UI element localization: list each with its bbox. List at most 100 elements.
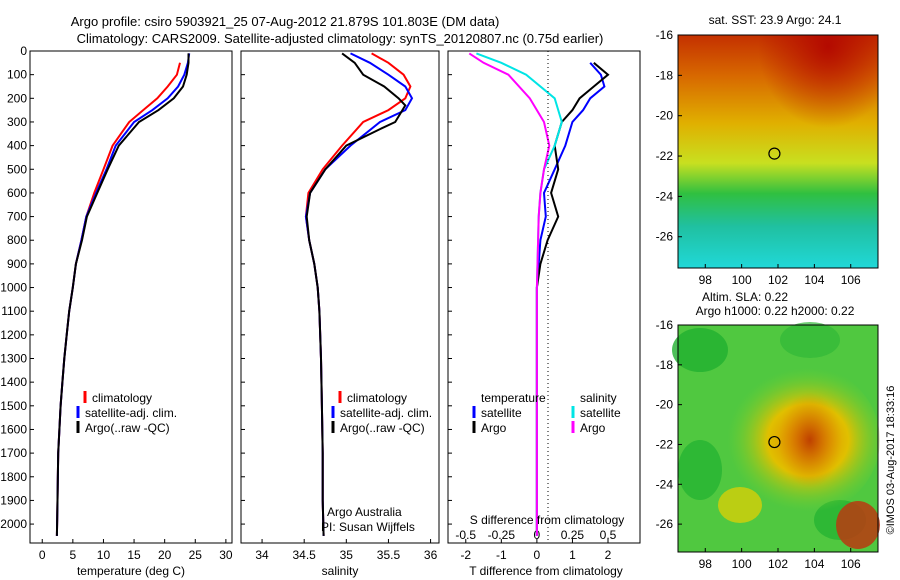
series-line <box>55 53 190 536</box>
x-tick-label: 34.5 <box>293 548 317 562</box>
depth-tick-label: 2000 <box>0 517 27 531</box>
lon-tick-label: 100 <box>732 273 752 287</box>
difference-lines <box>468 52 610 536</box>
lon-tick-label: 106 <box>841 557 861 571</box>
lon-tick-label: 104 <box>804 557 824 571</box>
depth-tick-label: 1200 <box>0 328 27 342</box>
depth-tick-label: 1600 <box>0 422 27 436</box>
x-tick-label: 15 <box>127 548 141 562</box>
depth-tick-label: 1400 <box>0 375 27 389</box>
sst-map-lat-ticks: -16 -18 -20 -22 -24 -26 <box>656 28 682 244</box>
legend-temp-argo: Argo <box>481 421 507 435</box>
series-line <box>476 52 563 536</box>
x-tick-label: 10 <box>97 548 111 562</box>
x-tick-label: 1 <box>569 548 576 562</box>
x-tick-label: 30 <box>219 548 233 562</box>
legend-salinity-title: salinity <box>580 391 617 405</box>
lat-tick-label: -24 <box>656 477 674 491</box>
lon-tick-label: 102 <box>768 557 788 571</box>
x-tick-label: 35.5 <box>377 548 401 562</box>
depth-tick-label: 200 <box>7 91 27 105</box>
lat-tick-label: -20 <box>656 398 674 412</box>
t-difference-axis-label: T difference from climatology <box>469 564 623 578</box>
salinity-panel <box>240 50 440 544</box>
x-tick-label: 34 <box>255 548 269 562</box>
depth-tick-label: 900 <box>7 257 27 271</box>
temperature-x-ticks: 0 5 10 15 20 25 30 <box>39 539 233 562</box>
lon-tick-label: 106 <box>841 273 861 287</box>
depth-axis: 0 100 200 300 400 500 600 700 800 900 1000 1100 1200… <box>0 44 452 531</box>
series-line <box>305 52 407 536</box>
lon-tick-label: 100 <box>732 557 752 571</box>
depth-tick-label: 600 <box>7 186 27 200</box>
lat-tick-label: -18 <box>656 68 674 82</box>
difference-legend: temperature satellite Argo salinity sate… <box>472 391 621 435</box>
x-tick-label: 35 <box>340 548 354 562</box>
top-x-tick-label: -0.25 <box>488 528 516 542</box>
series-line <box>468 52 551 536</box>
depth-tick-label: 1500 <box>0 399 27 413</box>
temperature-legend: climatology satellite-adj. clim. Argo(..… <box>76 391 177 435</box>
legend-climatology: climatology <box>347 391 407 405</box>
s-difference-axis-label: S difference from climatology <box>470 513 625 527</box>
x-tick-label: 2 <box>605 548 612 562</box>
x-tick-label: 20 <box>158 548 172 562</box>
legend-satellite-adj: satellite-adj. clim. <box>85 406 177 420</box>
legend-temp-satellite: satellite <box>481 406 522 420</box>
salinity-x-ticks: 34 34.5 35 35.5 36 <box>255 539 438 562</box>
x-tick-label: 0 <box>534 548 541 562</box>
series-line <box>55 53 191 536</box>
depth-tick-label: 400 <box>7 139 27 153</box>
lat-tick-label: -18 <box>656 358 674 372</box>
salinity-axis-label: salinity <box>322 564 359 578</box>
depth-tick-label: 100 <box>7 68 27 82</box>
lon-tick-label: 98 <box>699 273 713 287</box>
sla-map-lat-ticks: -16 -18 -20 -22 -24 -26 <box>656 318 682 531</box>
depth-tick-label: 1800 <box>0 470 27 484</box>
depth-tick-label: 1300 <box>0 352 27 366</box>
depth-tick-label: 300 <box>7 115 27 129</box>
depth-tick-label: 500 <box>7 162 27 176</box>
lat-tick-label: -20 <box>656 109 674 123</box>
lat-tick-label: -26 <box>656 230 674 244</box>
legend-sal-argo: Argo <box>580 421 606 435</box>
x-tick-label: -1 <box>496 548 507 562</box>
depth-tick-label: 700 <box>7 210 27 224</box>
credit-line1: Argo Australia <box>327 505 402 519</box>
lat-tick-label: -24 <box>656 189 674 203</box>
sla-map-title-line1: Altim. SLA: 0.22 <box>702 290 788 304</box>
lon-tick-label: 98 <box>699 557 713 571</box>
legend-argo: Argo(..raw -QC) <box>85 421 170 435</box>
lon-tick-label: 104 <box>804 273 824 287</box>
temperature-lines <box>55 53 191 536</box>
lon-tick-label: 102 <box>768 273 788 287</box>
lat-tick-label: -26 <box>656 517 674 531</box>
depth-tick-label: 1900 <box>0 493 27 507</box>
x-tick-label: -2 <box>460 548 471 562</box>
lat-tick-label: -22 <box>656 437 674 451</box>
lat-tick-label: -16 <box>656 28 674 42</box>
figure-title-line2: Climatology: CARS2009. Satellite-adjuste… <box>77 31 604 46</box>
difference-panel <box>447 50 641 544</box>
depth-tick-label: 800 <box>7 233 27 247</box>
sst-map-lon-ticks: 98 100 102 104 106 <box>699 264 861 287</box>
series-line <box>55 62 181 536</box>
legend-temperature-title: temperature <box>481 391 546 405</box>
depth-tick-label: 1100 <box>1 304 27 318</box>
depth-tick-label: 1000 <box>0 281 27 295</box>
temperature-axis-label: temperature (deg C) <box>77 564 185 578</box>
salinity-lines <box>304 52 414 536</box>
top-x-tick-label: 0.25 <box>561 528 585 542</box>
x-tick-label: 0 <box>39 548 46 562</box>
float-position-marker <box>768 147 781 160</box>
copyright-stamp: ©IMOS 03-Aug-2017 18:33:16 <box>885 386 897 535</box>
series-line <box>304 52 412 536</box>
lat-tick-label: -22 <box>656 149 674 163</box>
temperature-panel <box>29 50 233 544</box>
depth-tick-label: 1700 <box>0 446 27 460</box>
x-tick-label: 5 <box>70 548 77 562</box>
sst-map-title: sat. SST: 23.9 Argo: 24.1 <box>709 13 842 27</box>
depth-tick-label: 0 <box>20 44 27 58</box>
salinity-legend: climatology satellite-adj. clim. Argo(..… <box>331 391 432 435</box>
